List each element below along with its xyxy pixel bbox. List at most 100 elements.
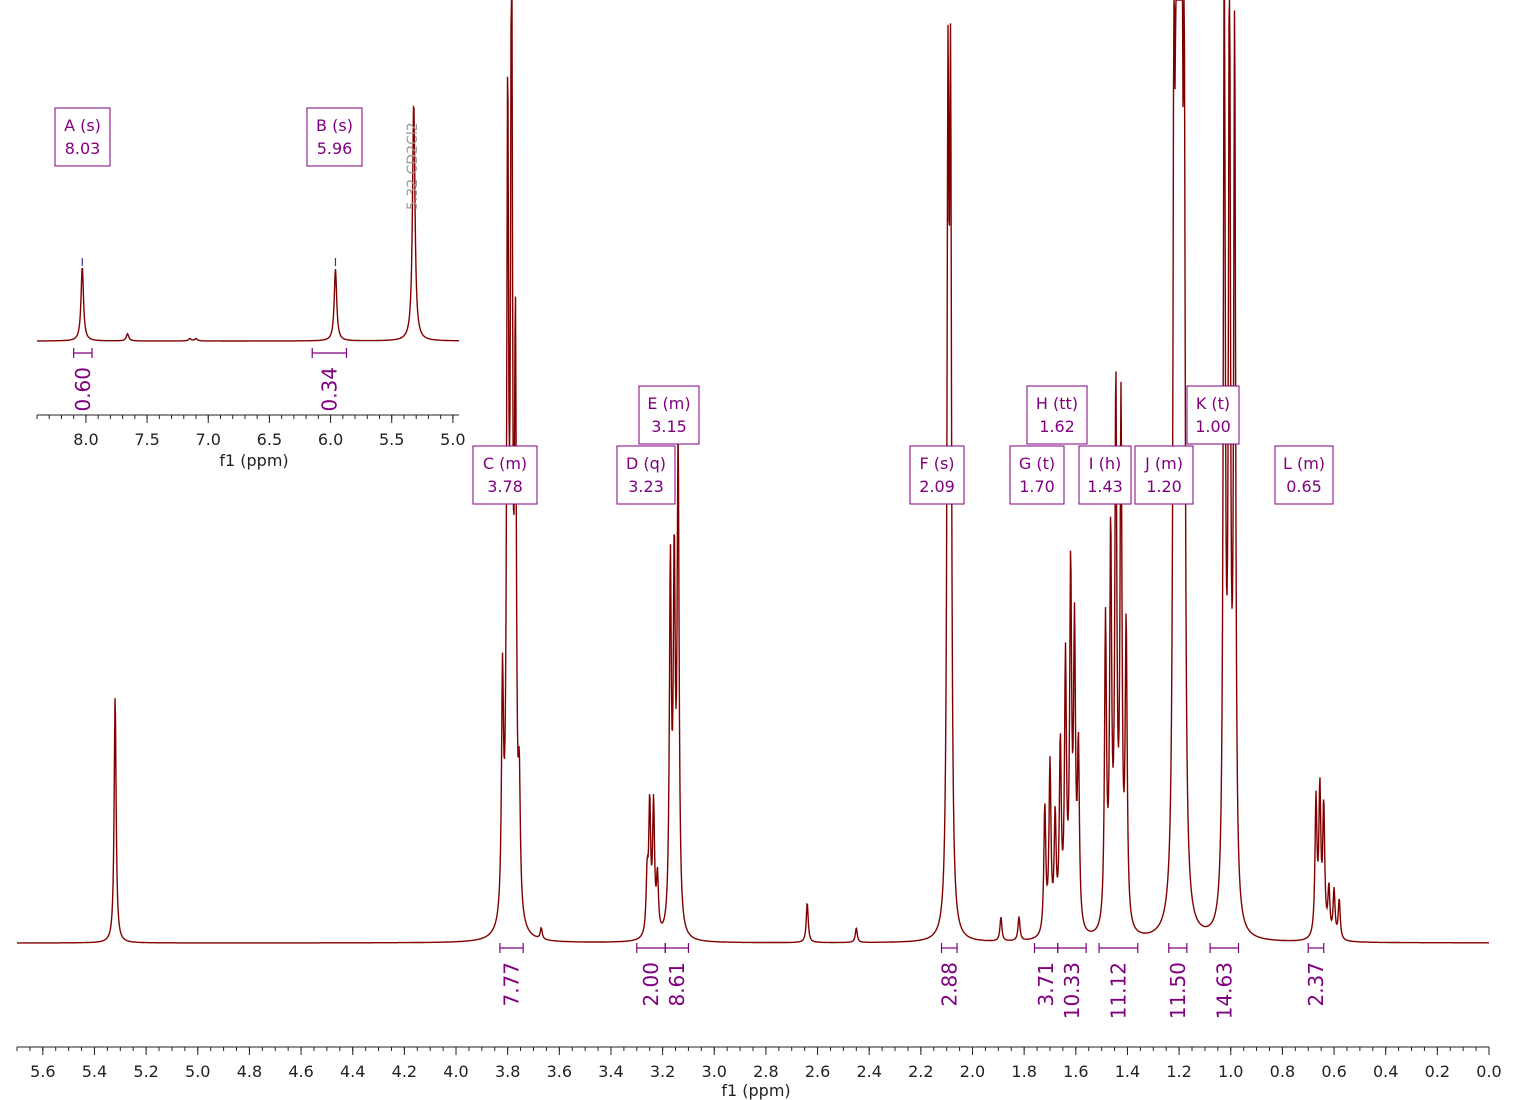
axis-tick-label: 8.0: [73, 430, 98, 449]
svg-text:1.70: 1.70: [1019, 477, 1055, 496]
svg-text:B (s): B (s): [316, 116, 353, 135]
svg-text:H (tt): H (tt): [1036, 394, 1078, 413]
svg-text:3.78: 3.78: [487, 477, 523, 496]
axis-tick-label: 3.0: [702, 1062, 727, 1081]
integral-value: 3.71: [1034, 962, 1058, 1007]
peak-label-i: I (h) 1.43: [1078, 445, 1132, 505]
integral-marker: 11.50: [1166, 943, 1190, 1019]
axis-tick-label: 3.4: [598, 1062, 623, 1081]
inset-spectrum-plot: 0.60 0.34 8.0 7.5 7.0 6.5 6.0 5.5 5.0 f1 (ppm) …: [36, 104, 466, 470]
axis-tick-label: 7.5: [134, 430, 159, 449]
peak-label-a: A (s) 8.03: [54, 107, 111, 167]
svg-text:1.62: 1.62: [1039, 417, 1075, 436]
axis-tick-label: 1.2: [1166, 1062, 1191, 1081]
main-x-axis: 5.6 5.4 5.2 5.0 4.8 4.6 4.4 4.2 4.0 3.8 3.6 3.4 3.2 3…: [16, 1046, 1502, 1081]
axis-tick-label: 5.2: [133, 1062, 158, 1081]
svg-text:5.96: 5.96: [317, 139, 353, 158]
axis-tick-label: 3.8: [495, 1062, 520, 1081]
axis-tick-label: 3.6: [547, 1062, 572, 1081]
svg-text:I (h): I (h): [1089, 454, 1121, 473]
axis-tick-label: 6.0: [318, 430, 343, 449]
peak-label-k: K (t) 1.00: [1186, 385, 1240, 445]
axis-tick-label: 5.0: [440, 430, 465, 449]
axis-tick-label: 4.6: [288, 1062, 313, 1081]
axis-tick-label: 4.8: [237, 1062, 262, 1081]
svg-text:K (t): K (t): [1196, 394, 1230, 413]
inset-axis-title: f1 (ppm): [219, 451, 288, 470]
integral-value: 10.33: [1060, 962, 1084, 1019]
svg-text:0.65: 0.65: [1286, 477, 1322, 496]
peak-label-d: D (q) 3.23: [616, 445, 676, 505]
axis-tick-label: 2.6: [805, 1062, 830, 1081]
axis-tick-label: 0.6: [1321, 1062, 1346, 1081]
axis-tick-label: 7.0: [196, 430, 221, 449]
svg-text:8.03: 8.03: [65, 139, 101, 158]
axis-tick-label: 5.5: [379, 430, 404, 449]
svg-text:E (m): E (m): [647, 394, 690, 413]
integral-value: 11.12: [1106, 962, 1130, 1019]
svg-text:2.09: 2.09: [919, 477, 955, 496]
peak-label-g: G (t) 1.70: [1009, 445, 1065, 505]
svg-text:3.23: 3.23: [628, 477, 664, 496]
svg-text:L (m): L (m): [1283, 454, 1325, 473]
main-spectrum-plot: 7.77 2.00 8.61 2.88 3.71 10.33 11.12 11.50 14.63…: [16, 0, 1502, 1100]
integral-value: 0.34: [317, 367, 341, 412]
integral-marker: 8.61: [664, 943, 690, 1007]
integral-value: 2.88: [937, 962, 961, 1007]
axis-tick-label: 5.0: [185, 1062, 210, 1081]
peak-label-h: H (tt) 1.62: [1026, 385, 1088, 445]
peak-label-f: F (s) 2.09: [909, 445, 965, 505]
svg-text:1.20: 1.20: [1146, 477, 1182, 496]
peak-label-c: C (m) 3.78: [472, 445, 538, 505]
main-axis-title: f1 (ppm): [721, 1081, 790, 1100]
axis-tick-label: 2.4: [856, 1062, 881, 1081]
axis-tick-label: 1.4: [1115, 1062, 1140, 1081]
svg-text:1.43: 1.43: [1087, 477, 1123, 496]
integral-marker: 14.63: [1209, 943, 1240, 1019]
integral-marker: 2.37: [1304, 943, 1328, 1007]
axis-tick-label: 1.8: [1011, 1062, 1036, 1081]
axis-tick-label: 2.8: [753, 1062, 778, 1081]
axis-tick-label: 2.2: [908, 1062, 933, 1081]
integral-marker: 11.12: [1098, 943, 1139, 1019]
svg-text:1.00: 1.00: [1195, 417, 1231, 436]
peak-label-l: L (m) 0.65: [1274, 445, 1334, 505]
svg-text:A (s): A (s): [64, 116, 101, 135]
main-integral-markers: 7.77 2.00 8.61 2.88 3.71 10.33 11.12 11.50 14.63…: [499, 943, 1328, 1019]
integral-marker: 7.77: [499, 943, 524, 1007]
axis-tick-label: 2.0: [960, 1062, 985, 1081]
svg-text:3.15: 3.15: [651, 417, 687, 436]
peak-label-e: E (m) 3.15: [638, 385, 700, 445]
axis-tick-label: 5.6: [30, 1062, 55, 1081]
integral-marker: 10.33: [1057, 943, 1087, 1019]
integral-value: 2.00: [639, 962, 663, 1007]
integral-value: 8.61: [665, 962, 689, 1007]
integral-value: 7.77: [500, 962, 524, 1007]
axis-tick-label: 1.0: [1218, 1062, 1243, 1081]
integral-marker: 3.71: [1033, 943, 1059, 1007]
axis-tick-label: 4.4: [340, 1062, 365, 1081]
svg-text:F (s): F (s): [919, 454, 954, 473]
axis-tick-label: 5.4: [82, 1062, 107, 1081]
svg-text:C (m): C (m): [483, 454, 527, 473]
inset-integral-markers: 0.60 0.34: [71, 348, 348, 412]
integral-value: 11.50: [1166, 962, 1190, 1019]
integral-marker: 2.88: [937, 943, 961, 1007]
axis-tick-label: 1.6: [1063, 1062, 1088, 1081]
integral-marker: 0.34: [311, 348, 348, 412]
axis-tick-label: 4.2: [392, 1062, 417, 1081]
integral-marker: 2.00: [636, 943, 666, 1007]
svg-text:J (m): J (m): [1144, 454, 1183, 473]
integral-value: 14.63: [1212, 962, 1236, 1019]
axis-tick-label: 4.0: [443, 1062, 468, 1081]
svg-text:D (q): D (q): [626, 454, 666, 473]
axis-tick-label: 0.8: [1270, 1062, 1295, 1081]
axis-tick-label: 3.2: [650, 1062, 675, 1081]
inset-spectrum-trace: [37, 104, 459, 342]
peak-labels: A (s) 8.03 B (s) 5.96 C (m) 3.78 D (q) 3.23 E (m…: [54, 107, 1334, 505]
integral-marker: 0.60: [71, 348, 95, 412]
peak-label-b: B (s) 5.96: [306, 107, 363, 167]
axis-tick-label: 0.4: [1373, 1062, 1398, 1081]
integral-value: 0.60: [71, 367, 95, 412]
